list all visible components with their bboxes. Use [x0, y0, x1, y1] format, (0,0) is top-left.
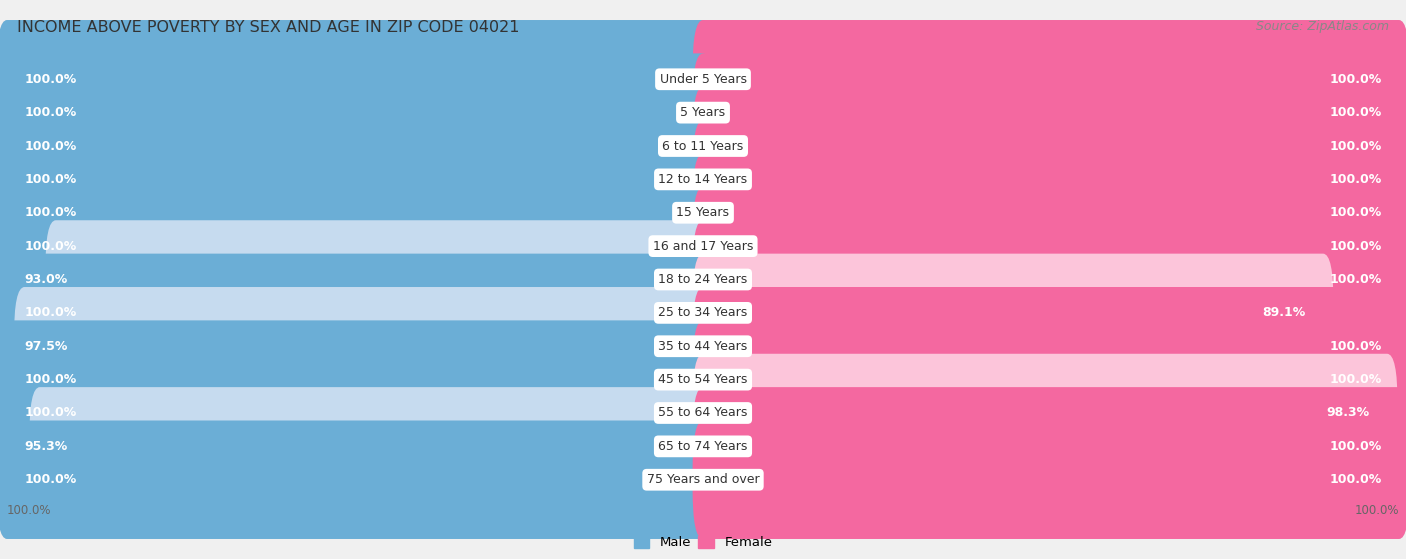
Text: 100.0%: 100.0%	[24, 373, 77, 386]
Text: 100.0%: 100.0%	[1329, 373, 1382, 386]
FancyBboxPatch shape	[0, 187, 713, 305]
Text: Under 5 Years: Under 5 Years	[659, 73, 747, 86]
Text: 89.1%: 89.1%	[1263, 306, 1306, 319]
Text: 18 to 24 Years: 18 to 24 Years	[658, 273, 748, 286]
Text: 100.0%: 100.0%	[7, 504, 52, 517]
FancyBboxPatch shape	[0, 320, 1406, 439]
FancyBboxPatch shape	[0, 87, 1406, 205]
FancyBboxPatch shape	[0, 254, 1406, 372]
Text: 45 to 54 Years: 45 to 54 Years	[658, 373, 748, 386]
FancyBboxPatch shape	[0, 120, 713, 239]
Legend: Male, Female: Male, Female	[628, 530, 778, 555]
Text: 100.0%: 100.0%	[24, 306, 77, 319]
Text: 100.0%: 100.0%	[1329, 140, 1382, 153]
FancyBboxPatch shape	[0, 54, 713, 172]
FancyBboxPatch shape	[0, 120, 1406, 239]
Text: 5 Years: 5 Years	[681, 106, 725, 119]
FancyBboxPatch shape	[0, 254, 713, 372]
FancyBboxPatch shape	[30, 387, 713, 505]
FancyBboxPatch shape	[0, 154, 713, 272]
FancyBboxPatch shape	[0, 387, 1406, 505]
Text: 100.0%: 100.0%	[1329, 73, 1382, 86]
Text: 100.0%: 100.0%	[24, 406, 77, 419]
Text: 12 to 14 Years: 12 to 14 Years	[658, 173, 748, 186]
Text: 100.0%: 100.0%	[1329, 440, 1382, 453]
FancyBboxPatch shape	[693, 120, 1406, 239]
Text: 100.0%: 100.0%	[1329, 206, 1382, 219]
FancyBboxPatch shape	[0, 354, 713, 472]
Text: 100.0%: 100.0%	[1329, 173, 1382, 186]
Text: 100.0%: 100.0%	[24, 206, 77, 219]
FancyBboxPatch shape	[693, 420, 1406, 539]
Text: 100.0%: 100.0%	[1329, 273, 1382, 286]
FancyBboxPatch shape	[693, 20, 1406, 139]
FancyBboxPatch shape	[693, 320, 1406, 439]
FancyBboxPatch shape	[0, 354, 1406, 472]
FancyBboxPatch shape	[0, 320, 713, 439]
Text: 100.0%: 100.0%	[24, 473, 77, 486]
Text: 6 to 11 Years: 6 to 11 Years	[662, 140, 744, 153]
Text: 35 to 44 Years: 35 to 44 Years	[658, 340, 748, 353]
FancyBboxPatch shape	[0, 287, 1406, 405]
Text: 100.0%: 100.0%	[1329, 106, 1382, 119]
Text: 75 Years and over: 75 Years and over	[647, 473, 759, 486]
FancyBboxPatch shape	[0, 54, 1406, 172]
FancyBboxPatch shape	[0, 220, 1406, 339]
Text: 100.0%: 100.0%	[1354, 504, 1399, 517]
FancyBboxPatch shape	[0, 420, 713, 539]
Text: 95.3%: 95.3%	[24, 440, 67, 453]
FancyBboxPatch shape	[693, 187, 1406, 305]
Text: 15 Years: 15 Years	[676, 206, 730, 219]
Text: INCOME ABOVE POVERTY BY SEX AND AGE IN ZIP CODE 04021: INCOME ABOVE POVERTY BY SEX AND AGE IN Z…	[17, 20, 519, 35]
FancyBboxPatch shape	[0, 187, 1406, 305]
Text: 65 to 74 Years: 65 to 74 Years	[658, 440, 748, 453]
Text: 100.0%: 100.0%	[24, 73, 77, 86]
Text: 100.0%: 100.0%	[24, 106, 77, 119]
Text: 55 to 64 Years: 55 to 64 Years	[658, 406, 748, 419]
Text: Source: ZipAtlas.com: Source: ZipAtlas.com	[1256, 20, 1389, 32]
FancyBboxPatch shape	[693, 254, 1333, 372]
FancyBboxPatch shape	[693, 354, 1398, 472]
FancyBboxPatch shape	[693, 220, 1406, 339]
Text: 100.0%: 100.0%	[24, 240, 77, 253]
FancyBboxPatch shape	[693, 87, 1406, 205]
FancyBboxPatch shape	[0, 20, 1406, 139]
FancyBboxPatch shape	[14, 287, 713, 405]
Text: 98.3%: 98.3%	[1327, 406, 1369, 419]
FancyBboxPatch shape	[693, 387, 1406, 505]
FancyBboxPatch shape	[0, 20, 713, 139]
FancyBboxPatch shape	[0, 154, 1406, 272]
FancyBboxPatch shape	[693, 154, 1406, 272]
Text: 16 and 17 Years: 16 and 17 Years	[652, 240, 754, 253]
Text: 100.0%: 100.0%	[24, 173, 77, 186]
FancyBboxPatch shape	[45, 220, 713, 339]
FancyBboxPatch shape	[0, 87, 713, 205]
FancyBboxPatch shape	[693, 54, 1406, 172]
Text: 100.0%: 100.0%	[1329, 473, 1382, 486]
Text: 97.5%: 97.5%	[24, 340, 67, 353]
FancyBboxPatch shape	[0, 420, 1406, 539]
Text: 100.0%: 100.0%	[24, 140, 77, 153]
Text: 100.0%: 100.0%	[1329, 240, 1382, 253]
FancyBboxPatch shape	[693, 287, 1406, 405]
Text: 93.0%: 93.0%	[24, 273, 67, 286]
Text: 25 to 34 Years: 25 to 34 Years	[658, 306, 748, 319]
Text: 100.0%: 100.0%	[1329, 340, 1382, 353]
